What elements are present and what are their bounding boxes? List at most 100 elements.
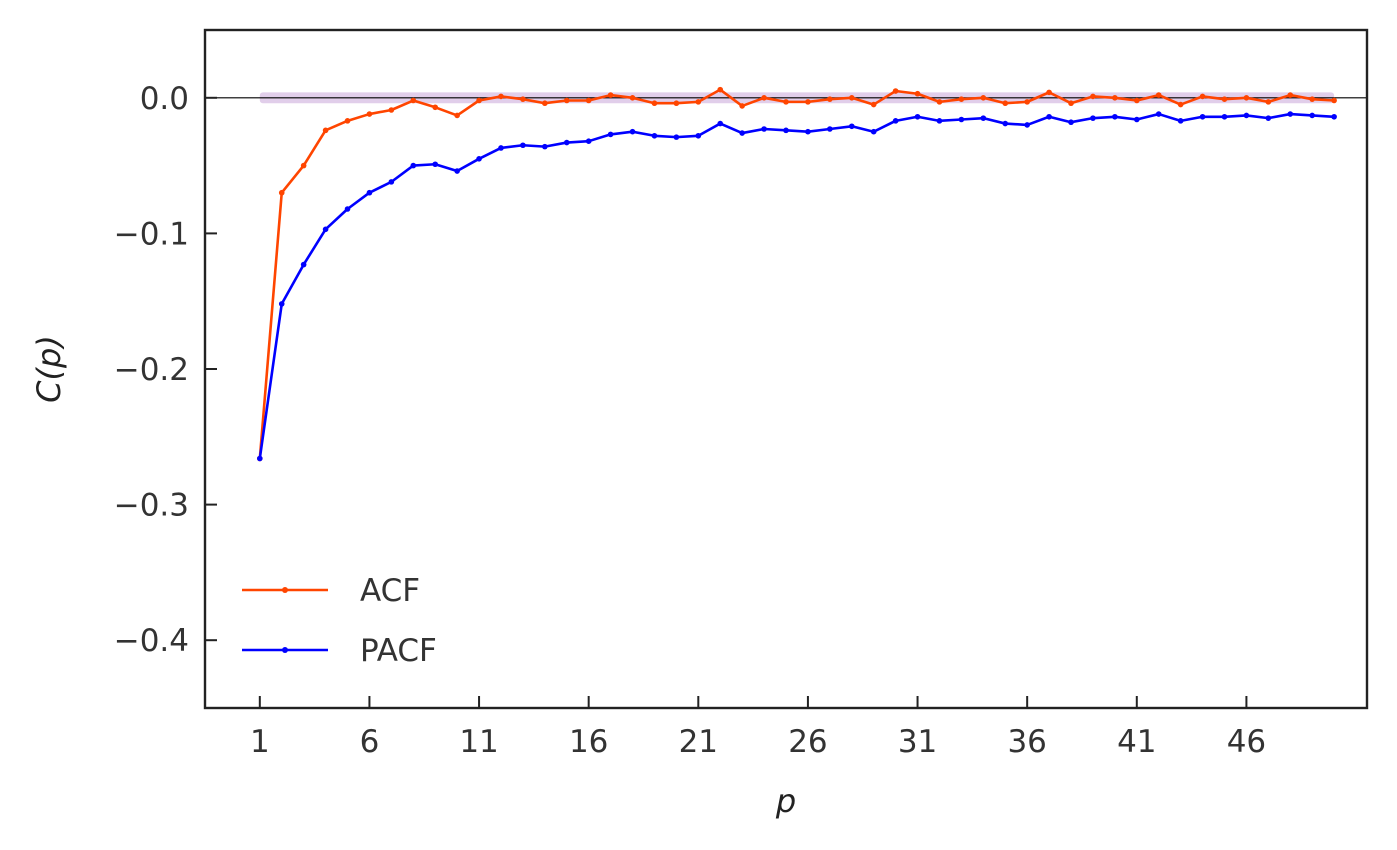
pacf-point: [257, 455, 263, 462]
acf-point: [958, 96, 965, 102]
acf-point: [629, 95, 636, 101]
acf-point: [563, 97, 570, 104]
y-tick-label: −0.1: [114, 216, 189, 252]
pacf-point: [432, 161, 439, 168]
pacf-point: [1068, 119, 1074, 126]
pacf-point: [388, 179, 395, 185]
y-tick-label: −0.4: [114, 623, 189, 659]
acf-point: [520, 96, 526, 102]
acf-point: [344, 118, 351, 124]
pacf-point: [454, 168, 460, 174]
acf-point: [1133, 97, 1140, 104]
pacf-point: [1243, 112, 1250, 119]
acf-point: [607, 92, 614, 98]
pacf-point: [344, 206, 351, 212]
pacf-point: [1177, 118, 1184, 124]
pacf-point: [322, 226, 329, 233]
pacf-point: [892, 118, 899, 124]
acf-point: [322, 127, 329, 134]
pacf-point: [848, 123, 855, 130]
acf-point: [300, 162, 307, 169]
acf-point: [454, 112, 460, 119]
pacf-point: [870, 128, 877, 135]
x-axis-label: p: [775, 782, 796, 820]
acf-point: [980, 95, 987, 101]
acf-point: [1112, 95, 1118, 101]
legend-pacf-marker: [282, 647, 288, 653]
acf-point: [585, 97, 592, 104]
acf-point: [1199, 93, 1206, 100]
acf-series-line: [258, 88, 1335, 459]
x-tick-label: 1: [250, 724, 270, 760]
pacf-point: [1046, 113, 1052, 120]
pacf-point: [1221, 113, 1228, 120]
acf-point: [1155, 92, 1162, 98]
x-tick-label: 21: [679, 724, 718, 760]
y-tick-label: −0.2: [114, 352, 189, 388]
series-layer: [257, 86, 1337, 462]
acf-point: [1331, 97, 1337, 104]
acf-point: [761, 95, 767, 101]
acf-point: [498, 93, 504, 100]
pacf-point: [1024, 122, 1030, 128]
pacf-point: [914, 113, 921, 120]
acf-point: [1265, 99, 1272, 105]
acf-point: [1090, 93, 1096, 100]
x-tick-label: 36: [1007, 724, 1046, 760]
acf-point: [476, 97, 482, 104]
x-tick-label: 11: [459, 724, 498, 760]
pacf-point: [629, 128, 636, 135]
pacf-point: [651, 132, 658, 139]
y-axis-label: C(p): [30, 335, 68, 403]
acf-point: [1221, 96, 1228, 102]
pacf-point: [410, 162, 417, 169]
pacf-point: [1112, 113, 1118, 120]
acf-point: [651, 100, 658, 107]
legend: ACF PACF: [242, 573, 437, 669]
pacf-point: [585, 138, 592, 144]
acf-point: [366, 111, 373, 117]
legend-pacf-label: PACF: [360, 633, 437, 669]
legend-acf-label: ACF: [360, 573, 420, 609]
acf-point: [848, 95, 855, 101]
acf-point: [1046, 89, 1052, 96]
pacf-point: [783, 127, 789, 134]
x-tick-label: 26: [788, 724, 827, 760]
acf-point: [278, 189, 285, 196]
acf-point: [1309, 96, 1315, 102]
acf-point: [1243, 95, 1250, 101]
acf-point: [1287, 92, 1294, 98]
pacf-point: [739, 130, 745, 136]
pacf-point: [761, 126, 767, 132]
pacf-point: [936, 118, 943, 124]
pacf-point: [607, 131, 614, 138]
x-tick-label: 31: [898, 724, 937, 760]
pacf-point: [717, 120, 724, 127]
pacf-point: [1331, 113, 1337, 120]
pacf-point: [827, 126, 833, 132]
pacf-point: [1199, 113, 1206, 120]
acf-point: [1068, 100, 1074, 107]
pacf-point: [1155, 111, 1162, 117]
acf-point: [1177, 101, 1184, 108]
pacf-point: [1002, 120, 1009, 127]
pacf-point: [366, 189, 373, 196]
legend-acf-marker: [282, 587, 288, 593]
pacf-point: [1287, 111, 1294, 117]
pacf-point: [498, 145, 504, 151]
x-tick-label: 41: [1117, 724, 1156, 760]
pacf-point: [673, 134, 680, 140]
acf-point: [542, 100, 548, 107]
acf-point: [805, 99, 811, 105]
x-tick-label: 6: [360, 724, 380, 760]
pacf-point: [695, 132, 702, 139]
acf-point: [432, 104, 439, 111]
pacf-point: [958, 116, 965, 123]
acf-point: [739, 103, 745, 109]
acf-point: [695, 99, 702, 105]
acf-point: [892, 88, 899, 94]
pacf-series-line: [258, 112, 1335, 459]
pacf-point: [300, 261, 307, 268]
acf-point: [783, 99, 789, 105]
